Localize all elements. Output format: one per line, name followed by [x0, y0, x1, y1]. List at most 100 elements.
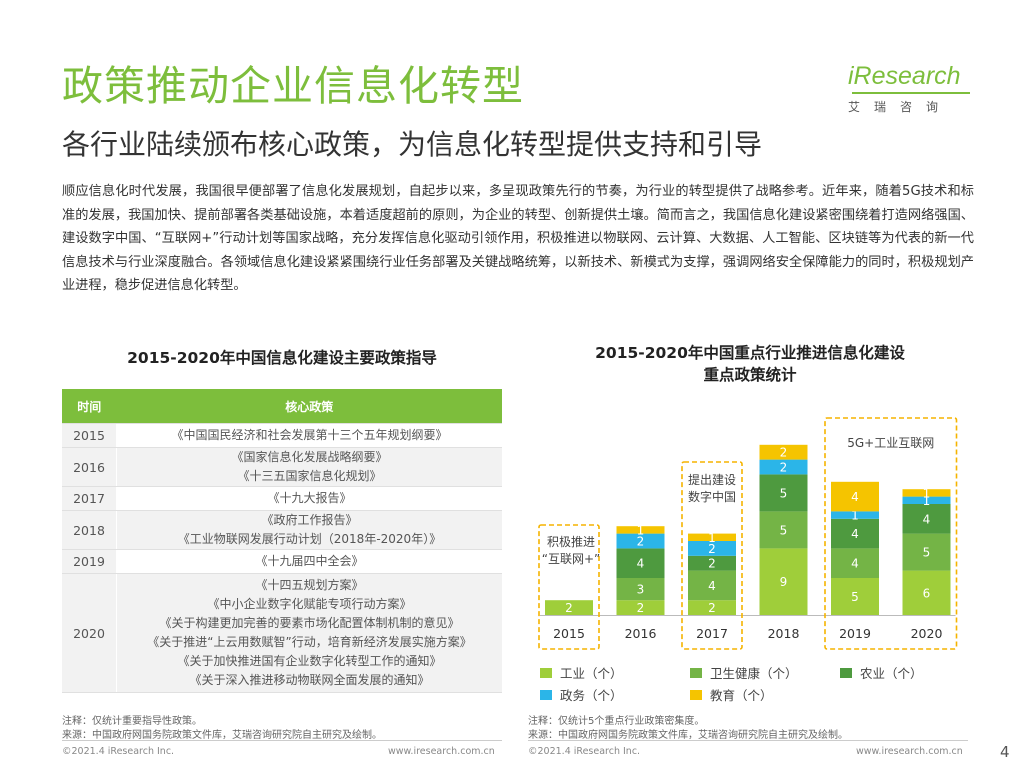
table-row: 2015 《中国国民经济和社会发展第十三个五年规划纲要》 [62, 423, 502, 448]
table-cell-year: 2019 [62, 549, 117, 574]
policy-item: 《关于加快推进国有企业数字化转型工作的通知》 [177, 654, 442, 668]
column-header-policy: 核心政策 [116, 389, 502, 424]
bar-segment [545, 600, 593, 615]
bar-segment [759, 474, 808, 512]
bar-segment [616, 578, 665, 601]
bar-value-label: 6 [923, 586, 931, 600]
bar-value-label: 5 [923, 546, 931, 560]
policy-item: 《关于构建更加完善的要素市场化配置体制机制的意见》 [159, 616, 460, 630]
x-tick-label: 2016 [625, 626, 657, 641]
table-row: 2018 《政府工作报告》 《工业物联网发展行动计划（2018年-2020年）》 [62, 510, 502, 550]
policy-item: 《国家信息化发展战略纲要》 [231, 450, 388, 464]
legend-label: 教育（个） [710, 688, 773, 703]
policy-item: 《关于推进“上云用数赋智”行动，培育新经济发展实施方案》 [147, 635, 472, 649]
bar-value-label: 2 [780, 446, 788, 460]
legend-label: 政务（个） [560, 688, 623, 703]
policy-item: 《关于深入推进移动物联网全面发展的通知》 [189, 673, 430, 687]
bar-value-label: 5 [780, 523, 788, 537]
x-tick-label: 2020 [911, 626, 943, 641]
annotation-box-2015 [538, 524, 600, 650]
bar-segment [831, 481, 879, 512]
annotation-label-2015: 积极推进 [547, 535, 595, 549]
footer-copyright-right: ©2021.4 iResearch Inc. [528, 746, 641, 757]
legend-item: 工业（个） [540, 663, 623, 682]
legend-swatch [690, 689, 702, 700]
legend-swatch [540, 689, 552, 700]
bar-segment [688, 600, 736, 615]
bar-segment [688, 533, 736, 541]
table-cell-year: 2018 [62, 510, 117, 550]
chart-title: 2015-2020年中国重点行业推进信息化建设 重点政策统计 [530, 342, 970, 386]
x-tick-label: 2018 [768, 626, 800, 641]
bar-value-label: 4 [851, 557, 859, 571]
legend-item: 农业（个） [840, 663, 923, 682]
annotation-label-2015: “互联网+” [542, 552, 601, 566]
bar-segment [902, 570, 951, 615]
x-tick-label: 2017 [696, 626, 728, 641]
bar-value-label: 4 [637, 557, 645, 571]
left-note: 注释：仅统计重要指导性政策。 [62, 716, 202, 727]
annotation-label-2017: 提出建设 [688, 472, 736, 487]
footer-url-right: www.iresearch.com.cn [856, 746, 963, 757]
bar-segment [902, 489, 951, 497]
right-source: 来源：中国政府网国务院政策文件库，艾瑞咨询研究院自主研究及绘制。 [528, 730, 848, 741]
bar-segment [902, 496, 951, 504]
legend-swatch [540, 667, 552, 678]
policy-item: 《十九届四中全会》 [255, 554, 364, 568]
table-row: 2016 《国家信息化发展战略纲要》 《十三五国家信息化规划》 [62, 447, 502, 487]
legend-item: 政务（个） [540, 685, 623, 704]
bar-segment [616, 548, 665, 578]
left-source: 来源：中国政府网国务院政策文件库，艾瑞咨询研究院自主研究及绘制。 [62, 730, 382, 741]
policy-item: 《十九大报告》 [267, 491, 352, 505]
policy-item: 《政府工作报告》 [261, 513, 358, 527]
logo-underline [852, 92, 970, 94]
bar-value-label: 1 [923, 494, 931, 508]
stacked-bar-chart: 2201523421201624221201795522201854414201… [538, 417, 958, 650]
bar-value-label: 2 [708, 542, 716, 556]
legend-swatch [690, 667, 702, 678]
table-cell-policies: 《十九届四中全会》 [116, 549, 502, 574]
x-tick-label: 2015 [553, 626, 585, 641]
table-cell-year: 2020 [62, 573, 117, 693]
bar-value-label: 1 [637, 523, 645, 537]
bar-segment [831, 578, 879, 615]
bar-value-label: 1 [708, 531, 716, 545]
bar-segment [688, 541, 736, 556]
table-cell-year: 2015 [62, 423, 117, 448]
bar-segment [831, 518, 879, 549]
bar-segment [759, 444, 808, 460]
column-header-time: 时间 [62, 389, 117, 424]
annotation-box-2019-2020 [824, 417, 958, 650]
bar-segment [688, 570, 736, 601]
bar-value-label: 4 [923, 512, 931, 526]
legend-item: 教育（个） [690, 685, 773, 704]
bar-segment [688, 555, 736, 571]
table-cell-year: 2017 [62, 486, 117, 511]
page-title: 政策推动企业信息化转型 [62, 62, 524, 110]
bar-segment [616, 533, 665, 549]
table-cell-policies: 《十四五规划方案》 《中小企业数字化赋能专项行动方案》 《关于构建更加完善的要素市场… [116, 573, 502, 693]
bar-value-label: 1 [851, 509, 859, 523]
bar-segment [902, 504, 951, 534]
policy-item: 《中小企业数字化赋能专项行动方案》 [207, 597, 412, 611]
bar-value-label: 4 [851, 490, 859, 504]
bar-segment [759, 511, 808, 549]
bar-segment [831, 511, 879, 519]
bar-segment [902, 533, 951, 571]
bar-value-label: 2 [565, 601, 573, 615]
policy-item: 《中国国民经济和社会发展第十三个五年规划纲要》 [171, 428, 448, 442]
chart-title-line-1: 2015-2020年中国重点行业推进信息化建设 [595, 344, 905, 362]
policy-item: 《十三五国家信息化规划》 [237, 469, 382, 483]
table-cell-policies: 《国家信息化发展战略纲要》 《十三五国家信息化规划》 [116, 447, 502, 487]
table-cell-policies: 《十九大报告》 [116, 486, 502, 511]
iresearch-logo: iResearch [848, 62, 961, 90]
bar-value-label: 5 [851, 590, 859, 604]
footer-copyright-left: ©2021.4 iResearch Inc. [62, 746, 175, 757]
table-row: 2017 《十九大报告》 [62, 486, 502, 511]
legend-label: 卫生健康（个） [710, 666, 798, 681]
bar-segment [616, 600, 665, 615]
table-cell-policies: 《中国国民经济和社会发展第十三个五年规划纲要》 [116, 423, 502, 448]
legend-label: 工业（个） [560, 666, 623, 681]
bar-value-label: 2 [637, 601, 645, 615]
annotation-label-2017: 数字中国 [688, 489, 736, 504]
